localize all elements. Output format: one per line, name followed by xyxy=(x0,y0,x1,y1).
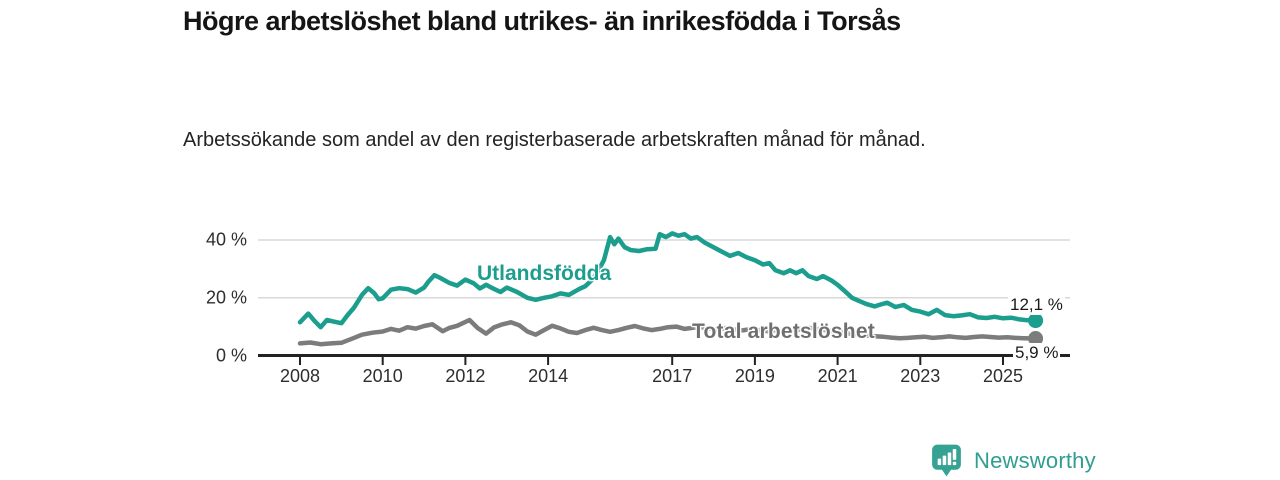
y-tick-label: 40 % xyxy=(205,229,247,250)
y-tick-label: 20 % xyxy=(205,287,247,308)
chart-title: Högre arbetslöshet bland utrikes- än inr… xyxy=(183,6,901,36)
x-tick-label: 2021 xyxy=(817,366,858,386)
end-value-label-total: 5,9 % xyxy=(1013,343,1061,363)
series-line-1 xyxy=(297,317,1038,347)
y-tick-label: 0 % xyxy=(215,345,247,365)
series-endpoint-1 xyxy=(1028,331,1044,346)
x-tick-label: 2008 xyxy=(279,366,321,386)
chart-subtitle: Arbetssökande som andel av den registerb… xyxy=(183,129,926,151)
series-line-0 xyxy=(297,231,1038,330)
end-value-label-utlandsfodda: 12,1 % xyxy=(1008,295,1065,315)
series-label-utlandsfodda: Utlandsfödda xyxy=(477,262,612,285)
newsworthy-logo-text: Newsworthy xyxy=(974,447,1096,473)
x-tick-label: 2014 xyxy=(528,366,569,386)
series-label-total-arbetsloshet: Total arbetslöshet xyxy=(692,320,875,343)
x-tick-label: 2025 xyxy=(982,366,1024,386)
newsworthy-logo-icon xyxy=(932,444,961,477)
newsworthy-branding[interactable]: Newsworthy xyxy=(928,442,1096,479)
x-tick-label: 2017 xyxy=(652,366,693,386)
x-tick-label: 2010 xyxy=(362,366,403,386)
x-tick-label: 2012 xyxy=(445,366,486,386)
x-tick-label: 2019 xyxy=(734,366,775,386)
x-tick-label: 2023 xyxy=(900,366,941,386)
series-endpoint-0 xyxy=(1028,313,1044,329)
